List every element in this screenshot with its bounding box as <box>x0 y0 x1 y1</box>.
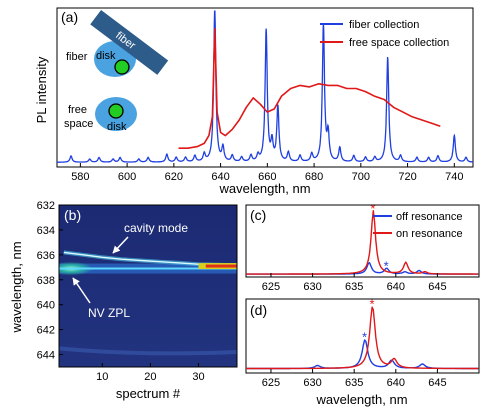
panel-c-plot: ** <box>246 201 479 275</box>
b-ytick-label: 638 <box>37 275 55 287</box>
panel-b-ylabel: wavelength, nm <box>9 241 24 333</box>
panel-d-ticks: 625 630 635 640 645 <box>262 369 447 389</box>
b-ytick-label: 640 <box>37 300 55 312</box>
c-xtick-label: 625 <box>262 281 280 293</box>
legend-label-free: free space collection <box>349 37 449 49</box>
panel-a-legend: fiber collection free space collection <box>320 19 449 49</box>
b-faint-band <box>59 346 237 356</box>
panel-b-heatmap-background <box>59 205 237 367</box>
panel-c-legend: off resonance on resonance <box>373 211 463 240</box>
b-xtick-label: 30 <box>192 371 204 383</box>
legend-label-on-resonance: on resonance <box>396 228 463 240</box>
a-xtick-label: 740 <box>445 171 463 183</box>
panel-c-ticks: 625 630 635 640 645 <box>262 273 447 293</box>
legend-label-fiber: fiber collection <box>349 19 419 31</box>
panel-b-frame <box>58 204 238 368</box>
a-xtick-label: 680 <box>305 171 323 183</box>
panel-a-inset: fiber fiber disk free space disk <box>64 9 169 133</box>
inset-free-row-label: free <box>68 104 87 116</box>
panel-c-label: (c) <box>250 207 266 223</box>
d-peak-marker-off-resonance: * <box>362 330 367 345</box>
a-xtick-label: 600 <box>118 171 136 183</box>
b-ytick-label: 632 <box>37 200 55 212</box>
d-series-on-resonance <box>246 306 479 370</box>
inset-free-row-label-2: space <box>64 118 93 130</box>
d-xtick-label: 635 <box>345 377 363 389</box>
panel-a-ticks: 580 600 620 640 660 680 700 720 740 <box>71 163 463 183</box>
annotation-cavity-mode: cavity mode <box>124 221 188 235</box>
d-peak-marker-on-resonance: * <box>369 296 374 311</box>
panel-c-frame <box>245 204 480 278</box>
panel-d-label: (d) <box>250 302 267 318</box>
panel-b-xlabel: spectrum # <box>116 386 181 401</box>
annotation-nv-zpl-arrow <box>72 277 91 304</box>
c-xtick-label: 645 <box>428 281 446 293</box>
b-xtick-label: 10 <box>96 371 108 383</box>
c-series-on-resonance <box>246 210 479 275</box>
b-xtick-label: 20 <box>144 371 156 383</box>
panel-a: 580 600 620 640 660 680 700 720 740 (a) PL inten… <box>34 7 474 196</box>
annotation-nv-zpl: NV ZPL <box>88 306 130 320</box>
a-xtick-label: 720 <box>398 171 416 183</box>
c-peak-marker-off-resonance: * <box>384 258 389 273</box>
panel-d-frame <box>245 298 480 374</box>
c-xtick-label: 630 <box>303 281 321 293</box>
a-xtick-label: 580 <box>71 171 89 183</box>
a-xtick-label: 620 <box>165 171 183 183</box>
b-ytick-label: 634 <box>37 225 55 237</box>
c-peak-marker-on-resonance: * <box>370 201 375 216</box>
panel-a-plot <box>57 10 473 163</box>
d-xtick-label: 640 <box>387 377 405 389</box>
panel-b-plot <box>59 250 237 356</box>
legend-label-off-resonance: off resonance <box>396 211 462 223</box>
panel-a-label: (a) <box>61 9 78 25</box>
d-xtick-label: 645 <box>428 377 446 389</box>
inset-disk-label-1: disk <box>96 50 116 62</box>
a-xtick-label: 660 <box>258 171 276 183</box>
panel-a-xlabel: wavelength, nm <box>218 181 310 196</box>
annotation-cavity-mode-arrow <box>112 236 129 254</box>
c-xtick-label: 640 <box>387 281 405 293</box>
a-series-free-space-collection <box>178 28 441 149</box>
panel-d: ** 625 630 635 640 645 (d) wavelength, nm <box>245 296 480 407</box>
b-hot-core <box>205 264 237 268</box>
b-ytick-label: 642 <box>37 325 55 337</box>
nv-center-icon <box>108 103 124 119</box>
inset-fiber-row-label: fiber <box>66 51 88 63</box>
d-xtick-label: 630 <box>303 377 321 389</box>
d-xtick-label: 625 <box>262 377 280 389</box>
panel-b-label: (b) <box>64 207 81 223</box>
panel-d-plot: ** <box>246 296 479 370</box>
b-ytick-label: 636 <box>37 250 55 262</box>
panel-a-ylabel: PL intensity <box>34 56 49 123</box>
panel-b: 632 634 636 638 640 642 644 10 20 30 (b) waveleng… <box>9 200 238 401</box>
inset-disk-label-2: disk <box>107 121 127 133</box>
a-xtick-label: 700 <box>352 171 370 183</box>
a-xtick-label: 640 <box>211 171 229 183</box>
panel-c: ** 625 630 635 640 645 (c) off resonance on … <box>245 201 480 293</box>
panel-d-xlabel: wavelength, nm <box>315 392 407 407</box>
panel-b-ticks: 632 634 636 638 640 642 644 10 20 30 <box>37 200 205 383</box>
b-ytick-label: 644 <box>37 350 55 362</box>
nv-center-icon <box>114 59 130 75</box>
c-xtick-label: 635 <box>345 281 363 293</box>
a-series-fiber-collection <box>57 10 473 163</box>
